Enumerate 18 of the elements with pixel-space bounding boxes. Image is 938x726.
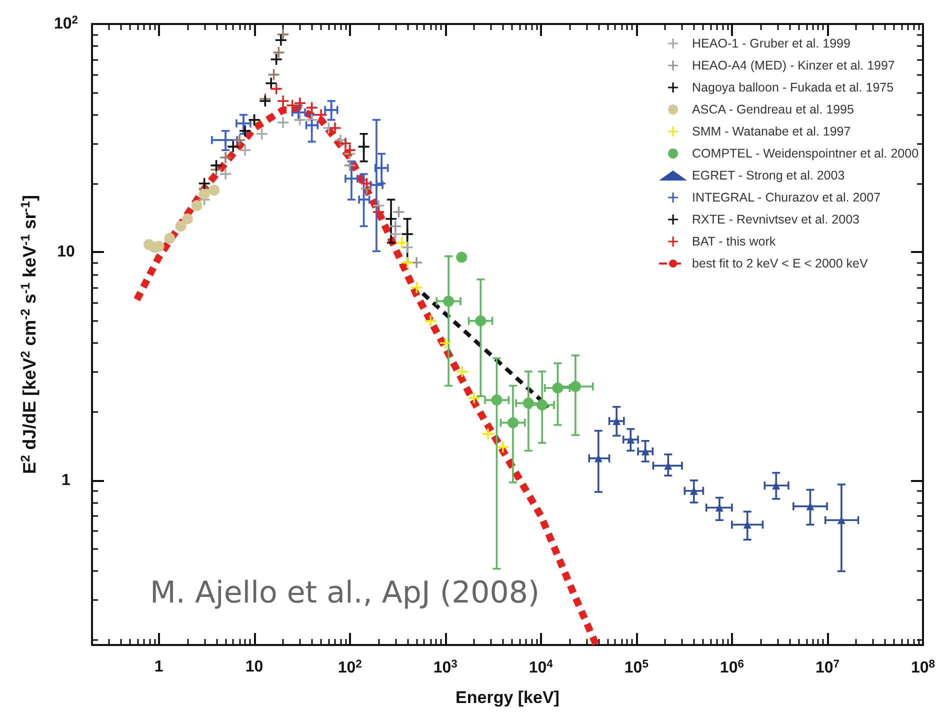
legend-label: INTEGRAL - Churazov et al. 2007 [692,190,881,204]
legend-label: RXTE - Revnivtsev et al. 2003 [692,212,860,226]
text: E2 dJ/dE [keV2 cm-2 s-1 keV-1 sr-1] [18,195,40,474]
legend-label: COMPTEL - Weidenspointner et al. 2000 [692,146,919,160]
x-tick-label: 1 [154,658,164,676]
legend-label: ASCA - Gendreau et al. 1995 [692,102,854,116]
legend-label: BAT - this work [692,234,776,248]
legend-label: SMM - Watanabe et al. 1997 [692,124,851,138]
annotation: M. Ajello et al., ApJ (2008) [150,576,540,610]
x-axis-title: Energy [keV] [456,688,560,707]
y-tick-label: 1 [62,472,71,489]
legend-label: best fit to 2 keV < E < 2000 keV [692,256,869,270]
legend-label: EGRET - Strong et al. 2003 [692,168,845,182]
legend-label: HEAO-A4 (MED) - Kinzer et al. 1997 [692,58,895,72]
legend-label: HEAO-1 - Gruber et al. 1999 [692,36,850,50]
y-tick-label: 10 [57,244,75,261]
x-tick-label: 10 [245,658,264,676]
legend-label: Nagoya balloon - Fukada et al. 1975 [692,80,894,94]
